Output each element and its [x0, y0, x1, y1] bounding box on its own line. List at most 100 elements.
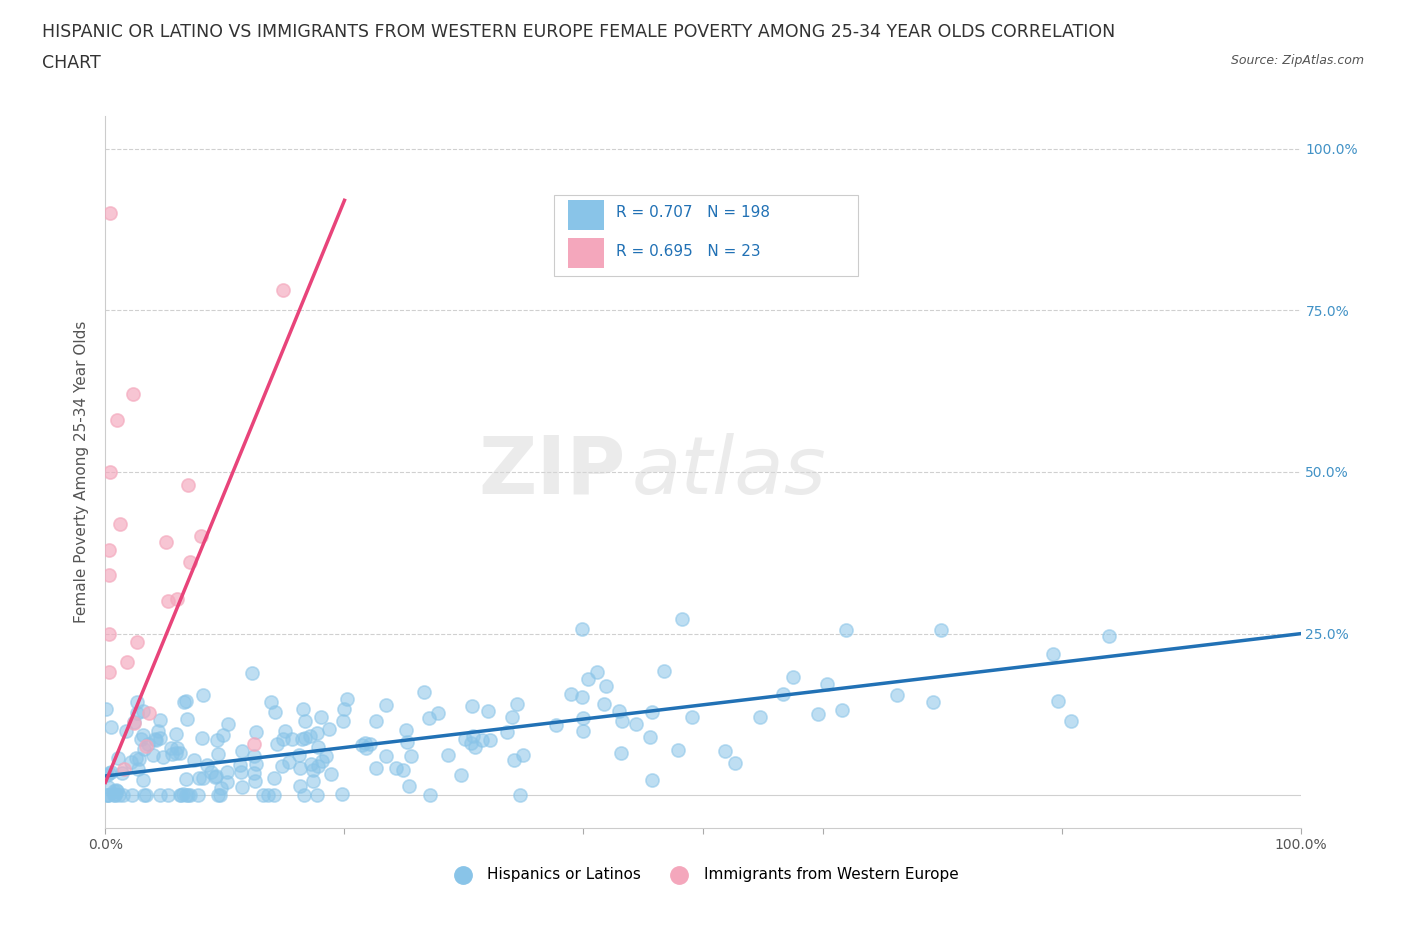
Point [149, 788, 172, 803]
Point [120, 755, 142, 770]
Point [132, 773, 155, 788]
Point [205, 732, 228, 747]
Point [610, 746, 633, 761]
Point [105, 783, 128, 798]
Point [571, 690, 593, 705]
Point [922, 694, 945, 709]
Point [103, 783, 125, 798]
Point [886, 688, 908, 703]
Point [626, 716, 648, 731]
Point [671, 612, 693, 627]
Point [132, 788, 155, 803]
Point [217, 775, 239, 790]
Point [231, 764, 253, 779]
Point [461, 728, 484, 743]
FancyBboxPatch shape [554, 194, 858, 276]
Point [100, 764, 122, 779]
Point [391, 763, 413, 777]
Point [292, 788, 315, 803]
Point [103, 788, 125, 803]
Point [572, 724, 595, 738]
Point [156, 594, 179, 609]
Point [122, 714, 145, 729]
Point [215, 764, 238, 779]
Point [305, 788, 328, 803]
Point [173, 694, 195, 709]
Point [108, 516, 131, 531]
Text: R = 0.695   N = 23: R = 0.695 N = 23 [616, 245, 761, 259]
Point [294, 730, 316, 745]
Point [134, 742, 156, 757]
Point [98, 664, 121, 679]
Point [1098, 629, 1121, 644]
Point [271, 283, 294, 298]
Point [274, 724, 297, 738]
Point [122, 387, 145, 402]
Point [231, 779, 253, 794]
Point [183, 752, 205, 767]
Point [243, 737, 266, 751]
Point [301, 763, 323, 777]
Point [302, 774, 325, 789]
Point [152, 750, 174, 764]
Point [138, 706, 160, 721]
Point [610, 713, 633, 728]
Point [266, 737, 288, 751]
Point [121, 788, 143, 803]
Point [100, 720, 122, 735]
Point [209, 788, 232, 803]
Point [176, 711, 198, 726]
Point [281, 732, 304, 747]
Point [135, 788, 157, 803]
Point [188, 770, 211, 785]
Point [177, 788, 200, 803]
Point [512, 748, 534, 763]
Point [145, 733, 167, 748]
Point [127, 695, 149, 710]
Point [149, 712, 172, 727]
Point [260, 695, 283, 710]
Text: ZIP: ZIP [478, 433, 626, 511]
Point [96, 767, 118, 782]
Point [98, 206, 121, 220]
Point [419, 788, 441, 803]
Point [240, 665, 263, 680]
Point [332, 713, 354, 728]
Point [98, 542, 121, 557]
Point [318, 722, 340, 737]
Point [501, 710, 523, 724]
Point [166, 741, 188, 756]
Point [641, 704, 664, 719]
Point [128, 751, 150, 766]
Point [607, 704, 630, 719]
Point [395, 735, 418, 750]
Point [666, 742, 689, 757]
Point [105, 413, 128, 428]
Point [586, 664, 609, 679]
Point [294, 714, 316, 729]
Point [723, 756, 745, 771]
Point [257, 788, 280, 803]
Point [193, 687, 215, 702]
Point [503, 752, 526, 767]
Point [1060, 713, 1083, 728]
Point [136, 736, 159, 751]
Point [571, 622, 593, 637]
Point [278, 755, 301, 770]
Point [127, 762, 149, 777]
Point [169, 746, 191, 761]
Point [401, 749, 423, 764]
Point [641, 773, 664, 788]
Point [375, 698, 398, 712]
Point [108, 788, 131, 803]
Point [311, 753, 333, 768]
Point [252, 788, 274, 803]
Text: CHART: CHART [42, 54, 101, 72]
Point [98, 465, 121, 480]
Point [228, 758, 250, 773]
Point [104, 788, 127, 803]
Point [471, 732, 494, 747]
Point [292, 701, 315, 716]
Point [333, 702, 356, 717]
Point [418, 711, 440, 725]
